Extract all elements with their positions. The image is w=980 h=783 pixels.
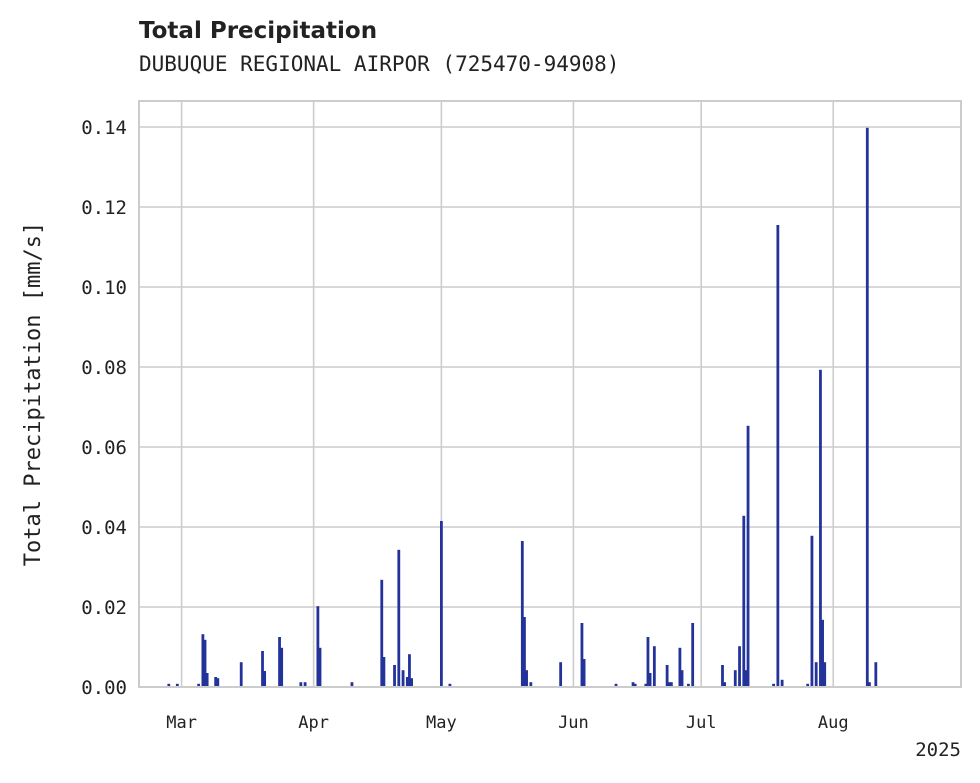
precipitation-bar (401, 670, 405, 687)
precipitation-bar (529, 682, 533, 687)
y-axis-label: Total Precipitation [mm/s] (21, 222, 46, 566)
precipitation-bar (559, 662, 563, 687)
x-tick-label: Jun (558, 713, 589, 733)
precipitation-bar (806, 683, 810, 687)
precipitation-bar (823, 662, 827, 687)
precipitation-bar (523, 617, 526, 687)
y-tick-label: 0.02 (81, 597, 127, 619)
y-tick-labels: 0.00 0.02 0.04 0.06 0.08 0.10 0.12 0.14 (81, 117, 127, 699)
precipitation-bar (582, 659, 586, 687)
precipitation-bar (652, 646, 656, 687)
x-tick-label: Jul (686, 713, 717, 733)
precipitation-bar (303, 682, 307, 687)
precipitation-bar (669, 682, 673, 687)
precipitation-bar (744, 670, 748, 687)
precipitation-bar (393, 665, 396, 687)
precipitation-bar (746, 425, 750, 687)
precipitation-bar (874, 662, 878, 687)
precipitation-bar (733, 670, 737, 687)
x-tick-labels: Mar Apr May Jun Jul Aug (166, 713, 848, 733)
precipitation-bar (316, 606, 320, 687)
precipitation-bar (448, 683, 452, 687)
y-tick-label: 0.12 (81, 197, 127, 219)
precipitation-bar (520, 541, 524, 687)
y-tick-label: 0.04 (81, 517, 127, 539)
precipitation-bar (214, 677, 218, 687)
precipitation-bar (723, 682, 727, 687)
precipitation-bar (810, 535, 814, 687)
precipitation-bar (721, 665, 724, 687)
precipitation-bar (865, 127, 869, 688)
precipitation-bar (687, 683, 690, 687)
precipitation-bar (280, 647, 284, 687)
y-tick-label: 0.14 (81, 117, 127, 139)
precipitation-bar (299, 682, 303, 687)
precipitation-bar (819, 369, 822, 687)
y-tick-label: 0.08 (81, 357, 127, 379)
precipitation-bar (278, 637, 281, 687)
precipitation-bar (205, 673, 209, 687)
precipitation-bar (397, 549, 401, 687)
precipitation-bars (167, 127, 878, 688)
precipitation-bar (644, 683, 648, 687)
precipitation-bar (631, 682, 635, 687)
precipitation-bar (678, 647, 682, 687)
y-tick-label: 0.10 (81, 277, 127, 299)
precipitation-bar (868, 682, 871, 687)
precipitation-bar (239, 662, 243, 687)
x-tick-label: Mar (166, 713, 197, 733)
y-tick-label: 0.06 (81, 437, 127, 459)
precipitation-bar (197, 683, 201, 687)
precipitation-bar (646, 637, 650, 687)
precipitation-bar (667, 682, 671, 687)
precipitation-bar (203, 639, 207, 687)
precipitation-bar (742, 515, 746, 687)
precipitation-bar (665, 665, 669, 687)
precipitation-bar (175, 683, 179, 687)
precipitation-bar (263, 671, 267, 687)
precipitation-bar (776, 225, 780, 687)
precipitation-bar (380, 579, 384, 687)
chart-subtitle: DUBUQUE REGIONAL AIRPOR (725470-94908) (139, 52, 620, 76)
precipitation-bar (525, 670, 528, 687)
precipitation-bar (167, 683, 171, 687)
year-label: 2025 (915, 739, 961, 761)
grid-lines (139, 101, 961, 688)
precipitation-bar (614, 683, 618, 687)
precipitation-bar (648, 673, 652, 687)
precipitation-bar (772, 683, 776, 687)
y-tick-label: 0.00 (81, 677, 127, 699)
precipitation-bar (350, 682, 354, 687)
precipitation-bar (408, 654, 411, 687)
precipitation-bar (201, 634, 205, 687)
precipitation-bar (680, 670, 684, 687)
precipitation-bar (580, 623, 584, 687)
plot-frame (138, 100, 962, 688)
precipitation-bar (691, 623, 695, 687)
chart-title: Total Precipitation (139, 18, 378, 44)
precipitation-bar (633, 683, 637, 687)
precipitation-bar (261, 651, 264, 687)
precipitation-bar (405, 677, 409, 687)
precipitation-bar (318, 647, 322, 687)
precipitation-bar (814, 662, 818, 687)
precipitation-bar (439, 521, 443, 687)
precipitation-bar (216, 678, 220, 687)
x-tick-label: Aug (818, 713, 849, 733)
precipitation-bar (780, 679, 784, 687)
precipitation-bar (382, 657, 386, 687)
x-tick-label: Apr (298, 713, 329, 733)
precipitation-bar (410, 678, 413, 687)
precipitation-bar (738, 646, 741, 687)
x-tick-label: May (426, 713, 457, 733)
precipitation-bar (821, 619, 824, 687)
